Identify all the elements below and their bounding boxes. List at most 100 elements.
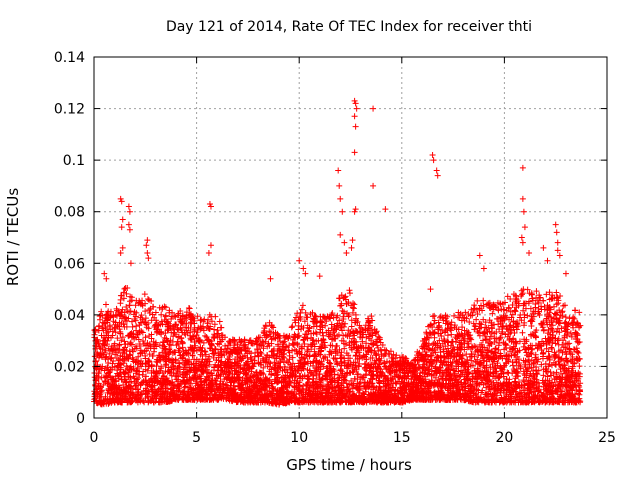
data-point [346,388,353,395]
data-point [480,337,487,344]
data-point [337,352,344,359]
data-point [280,339,287,346]
data-point [436,337,443,344]
data-point [371,359,378,366]
data-point [457,310,464,317]
data-point [116,370,123,377]
data-point [533,327,540,334]
data-point [292,319,299,326]
data-point [372,350,379,357]
data-point [268,336,275,343]
data-point [298,345,305,352]
data-point [390,351,397,358]
data-point [546,289,553,296]
data-point [557,292,564,299]
data-point [302,309,309,316]
data-point [547,369,554,376]
data-point [566,340,573,347]
data-point [568,333,575,340]
data-point [564,341,571,348]
data-point [113,349,120,356]
data-point [567,330,574,337]
data-point [501,306,508,313]
data-point [509,301,516,308]
data-point [146,351,153,358]
data-point [319,329,326,336]
data-point [379,342,386,349]
data-point [341,345,348,352]
data-point [571,307,578,314]
data-point [276,363,283,370]
data-point [495,321,502,328]
data-point [176,360,183,367]
data-point [294,368,301,375]
data-point [248,356,255,363]
data-point [533,288,540,295]
data-point [182,383,189,390]
data-point [291,317,298,324]
data-point [540,297,547,304]
data-point [136,322,143,329]
data-point [560,302,567,309]
data-point [528,323,535,330]
data-point [532,351,539,358]
data-point [186,305,193,312]
data-point [299,302,306,309]
data-point [208,313,215,320]
data-point [336,317,343,324]
data-point [304,322,311,329]
data-point [257,349,264,356]
data-point [305,343,312,350]
data-point [548,344,555,351]
data-point [121,338,128,345]
data-point [440,346,447,353]
data-point [214,327,221,334]
data-series-roti [91,97,584,408]
data-point [294,341,301,348]
data-point [373,339,380,346]
data-point [474,297,481,304]
data-point [420,364,427,371]
data-point [488,320,495,327]
data-point [554,325,561,332]
data-point [157,329,164,336]
data-point [271,359,278,366]
data-point [476,332,483,339]
data-point [152,309,159,316]
data-point [315,337,322,344]
data-point [306,387,313,394]
data-point [416,372,423,379]
data-point [351,332,358,339]
data-point [549,345,556,352]
data-point [356,353,363,360]
data-point [374,342,381,349]
data-point [158,318,165,325]
data-point [348,323,355,330]
data-point [350,329,357,336]
data-point [576,309,583,316]
data-point [393,352,400,359]
data-point [134,331,141,338]
data-point [142,315,149,322]
data-point [237,355,244,362]
data-point [540,372,547,379]
data-point [466,318,473,325]
data-point [440,353,447,360]
data-point [339,327,346,334]
data-point [340,332,347,339]
data-point [260,345,267,352]
data-point [562,344,569,351]
data-point [350,335,357,342]
data-point [303,314,310,321]
data-point [260,371,267,378]
data-point [437,349,444,356]
data-point [202,348,209,355]
data-point [362,353,369,360]
data-point [480,303,487,310]
data-point [152,340,159,347]
data-point [120,295,127,302]
data-point [521,382,528,389]
data-point [160,339,167,346]
data-point [509,311,516,318]
